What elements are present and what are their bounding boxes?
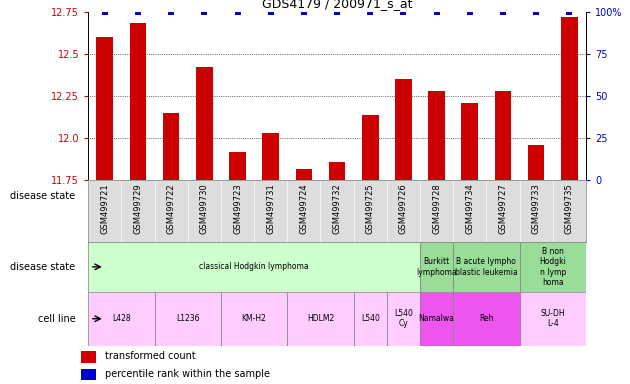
- Text: Reh: Reh: [479, 314, 494, 323]
- Bar: [362, 114, 379, 180]
- Text: GSM499731: GSM499731: [266, 184, 275, 234]
- Bar: [221, 292, 287, 346]
- Bar: [88, 292, 154, 346]
- Bar: [130, 23, 146, 180]
- Text: L428: L428: [112, 314, 130, 323]
- Text: GSM499722: GSM499722: [167, 184, 176, 234]
- Bar: [287, 292, 353, 346]
- Text: Namalwa: Namalwa: [419, 314, 454, 323]
- Bar: [81, 369, 96, 380]
- Bar: [453, 242, 520, 292]
- Bar: [420, 242, 453, 292]
- Text: L1236: L1236: [176, 314, 200, 323]
- Bar: [395, 79, 412, 180]
- Text: L540
Cy: L540 Cy: [394, 309, 413, 328]
- Bar: [353, 292, 387, 346]
- Text: GSM499730: GSM499730: [200, 184, 209, 234]
- Text: SU-DH
L-4: SU-DH L-4: [541, 309, 565, 328]
- Bar: [154, 292, 221, 346]
- Bar: [420, 292, 453, 346]
- Bar: [387, 292, 420, 346]
- Bar: [229, 152, 246, 180]
- Text: GSM499721: GSM499721: [100, 184, 109, 234]
- Bar: [561, 17, 578, 180]
- Bar: [520, 292, 586, 346]
- Bar: [495, 91, 512, 180]
- Text: L540: L540: [361, 314, 380, 323]
- Bar: [262, 133, 279, 180]
- Text: disease state: disease state: [11, 262, 76, 272]
- Bar: [96, 37, 113, 180]
- Text: percentile rank within the sample: percentile rank within the sample: [105, 369, 270, 379]
- Bar: [528, 145, 544, 180]
- Bar: [196, 67, 213, 180]
- Text: disease state: disease state: [11, 191, 76, 201]
- Text: GSM499733: GSM499733: [532, 184, 541, 234]
- Text: GSM499727: GSM499727: [498, 184, 507, 234]
- Bar: [461, 103, 478, 180]
- Text: GSM499728: GSM499728: [432, 184, 441, 234]
- Text: Burkitt
lymphoma: Burkitt lymphoma: [416, 257, 457, 276]
- Text: GSM499732: GSM499732: [333, 184, 341, 234]
- Title: GDS4179 / 200971_s_at: GDS4179 / 200971_s_at: [262, 0, 412, 10]
- Text: B non
Hodgki
n lymp
homa: B non Hodgki n lymp homa: [539, 247, 566, 287]
- Bar: [88, 242, 420, 292]
- Text: classical Hodgkin lymphoma: classical Hodgkin lymphoma: [199, 262, 309, 271]
- Text: KM-H2: KM-H2: [242, 314, 266, 323]
- Text: GSM499725: GSM499725: [366, 184, 375, 234]
- Text: GSM499735: GSM499735: [565, 184, 574, 234]
- Text: GSM499729: GSM499729: [134, 184, 142, 234]
- Bar: [295, 169, 312, 180]
- Bar: [163, 113, 180, 180]
- Text: GSM499723: GSM499723: [233, 184, 242, 234]
- Text: HDLM2: HDLM2: [307, 314, 334, 323]
- Text: GSM499726: GSM499726: [399, 184, 408, 234]
- Text: cell line: cell line: [38, 314, 76, 324]
- Bar: [329, 162, 345, 180]
- Text: GSM499724: GSM499724: [299, 184, 308, 234]
- Bar: [81, 351, 96, 363]
- Bar: [453, 292, 520, 346]
- Bar: [520, 242, 586, 292]
- Text: transformed count: transformed count: [105, 351, 196, 361]
- Bar: [428, 91, 445, 180]
- Text: GSM499734: GSM499734: [466, 184, 474, 234]
- Text: B acute lympho
blastic leukemia: B acute lympho blastic leukemia: [455, 257, 518, 276]
